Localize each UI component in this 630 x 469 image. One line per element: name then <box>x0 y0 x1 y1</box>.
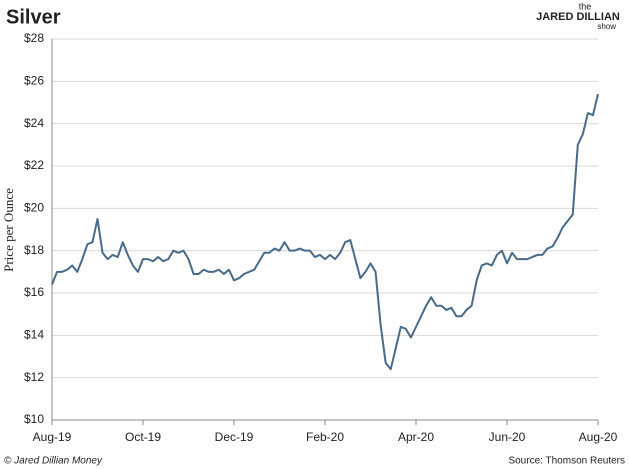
y-tick-label: $26 <box>24 74 44 88</box>
source: Source: Thomson Reuters <box>508 456 625 467</box>
y-tick-label: $28 <box>24 31 44 45</box>
logo-main: JARED DILLIAN <box>536 11 620 23</box>
chart-title: Silver <box>6 6 61 28</box>
y-tick-label: $16 <box>24 285 44 299</box>
logo-top: the <box>579 1 592 11</box>
y-tick-label: $12 <box>24 370 44 384</box>
x-tick-label: Jun-20 <box>489 430 526 444</box>
x-tick-label: Aug-19 <box>33 430 72 444</box>
x-tick-label: Apr-20 <box>398 430 434 444</box>
x-tick-label: Aug-20 <box>579 430 618 444</box>
y-tick-label: $14 <box>24 328 44 342</box>
y-axis-label: Price per Ounce <box>1 188 16 272</box>
y-tick-label: $22 <box>24 158 44 172</box>
y-tick-label: $10 <box>24 412 44 426</box>
logo-bottom: show <box>597 22 616 31</box>
y-tick-label: $18 <box>24 243 44 257</box>
footer-left: © Jared Dillian Money <box>4 456 103 467</box>
y-tick-label: $24 <box>24 116 44 130</box>
x-tick-label: Oct-19 <box>125 430 161 444</box>
price-line <box>51 93 599 371</box>
x-tick-label: Feb-20 <box>306 430 344 444</box>
x-tick-label: Dec-19 <box>215 430 254 444</box>
y-tick-label: $20 <box>24 201 44 215</box>
